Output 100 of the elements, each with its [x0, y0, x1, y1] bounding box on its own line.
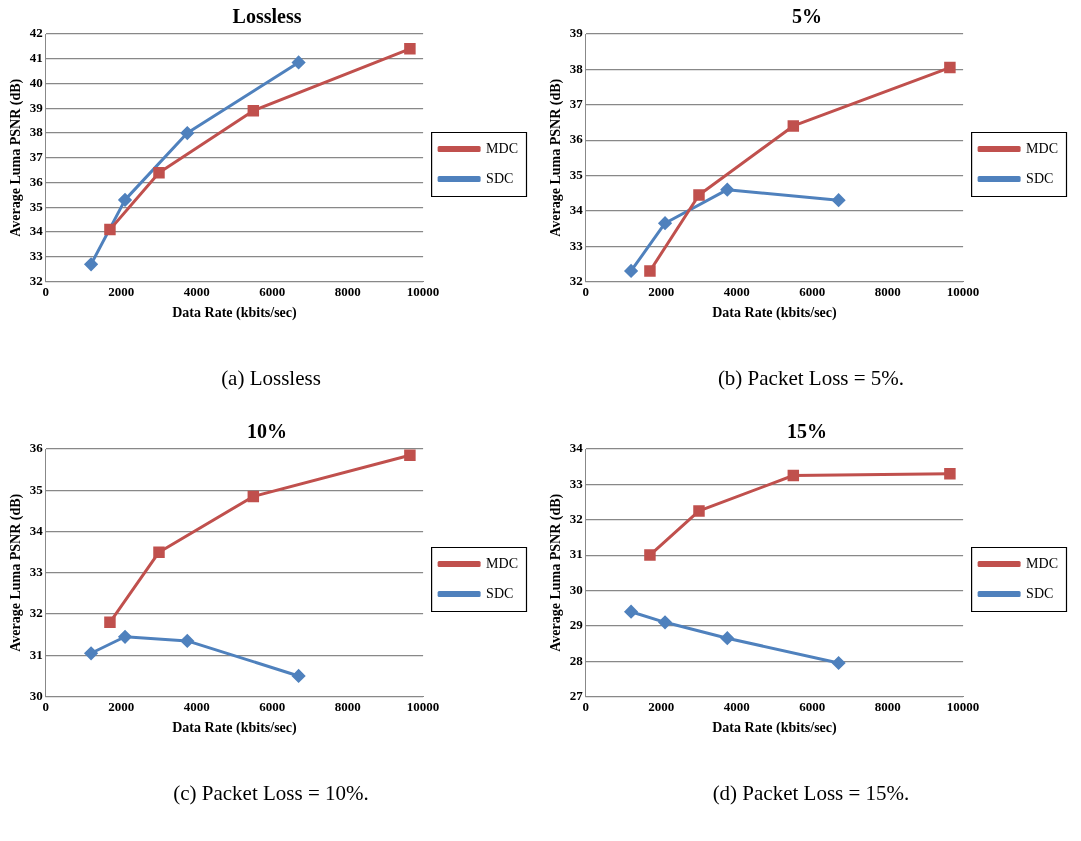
point: [944, 61, 956, 74]
point: [624, 605, 638, 619]
legend-label: SDC: [1026, 585, 1054, 601]
x-axis-title: Data Rate (kbits/sec): [712, 305, 837, 322]
x-tick-label: 2000: [108, 698, 135, 714]
point: [118, 193, 132, 207]
x-tick-label: 6000: [259, 698, 286, 714]
point: [787, 469, 800, 482]
y-tick-label: 29: [569, 617, 584, 633]
x-axis-title: Data Rate (kbits/sec): [172, 720, 297, 737]
point: [644, 265, 656, 277]
point: [944, 468, 956, 480]
y-axis-title: Average Luma PSNR (dB): [548, 493, 565, 652]
point: [658, 615, 672, 629]
chart-title: Lossless: [232, 5, 302, 28]
x-tick-label: 4000: [183, 283, 210, 299]
point: [180, 634, 194, 648]
x-tick-label: 10000: [406, 698, 440, 714]
y-tick-label: 37: [29, 149, 44, 165]
y-tick-label: 38: [29, 124, 44, 140]
y-tick-label: 35: [29, 198, 44, 214]
legend-label: MDC: [486, 140, 519, 156]
point: [720, 183, 734, 197]
y-tick-label: 30: [569, 581, 583, 597]
y-tick-label: 32: [29, 605, 43, 621]
y-tick-label: 33: [29, 564, 44, 580]
y-tick-label: 40: [29, 74, 43, 90]
y-tick-label: 36: [29, 440, 44, 456]
y-tick-label: 31: [29, 646, 43, 662]
y-tick-label: 32: [569, 511, 583, 527]
point: [247, 105, 260, 117]
y-tick-label: 30: [29, 687, 43, 703]
point: [292, 55, 306, 69]
y-tick-label: 42: [29, 25, 43, 41]
y-tick-label: 36: [569, 131, 584, 147]
point: [404, 43, 416, 55]
y-tick-label: 33: [569, 237, 584, 253]
y-tick-label: 34: [29, 522, 44, 538]
point: [292, 669, 306, 683]
y-tick-label: 41: [29, 50, 43, 66]
x-axis-title: Data Rate (kbits/sec): [172, 305, 297, 322]
legend-label: SDC: [1026, 170, 1054, 186]
legend-label: SDC: [486, 585, 514, 601]
x-tick-label: 0: [42, 698, 50, 714]
text: (d) Packet Loss = 15%.: [711, 781, 911, 806]
x-tick-label: 8000: [334, 698, 361, 714]
y-axis-title: Average Luma PSNR (dB): [8, 493, 25, 652]
legend-label: MDC: [1026, 555, 1059, 571]
point: [153, 166, 165, 179]
y-tick-label: 27: [569, 687, 584, 703]
point: [118, 630, 132, 644]
point: [832, 656, 846, 670]
x-tick-label: 8000: [334, 283, 361, 299]
legend-label: MDC: [486, 555, 519, 571]
text: (b) Packet Loss = 5%.: [716, 366, 906, 391]
point: [153, 546, 165, 558]
y-tick-label: 35: [569, 166, 584, 182]
y-tick-label: 33: [569, 475, 584, 491]
y-tick-label: 37: [569, 96, 584, 112]
y-axis-title: Average Luma PSNR (dB): [8, 78, 25, 237]
y-tick-label: 35: [29, 481, 44, 497]
point: [693, 189, 705, 201]
x-tick-label: 0: [42, 283, 50, 299]
point: [787, 120, 800, 132]
point: [84, 646, 98, 660]
y-tick-label: 31: [569, 546, 583, 562]
y-tick-label: 28: [569, 652, 584, 668]
point: [658, 216, 672, 230]
point: [247, 490, 260, 503]
y-axis-title: Average Luma PSNR (dB): [548, 78, 565, 237]
point: [180, 126, 194, 140]
x-tick-label: 8000: [874, 698, 901, 714]
y-tick-label: 34: [569, 202, 584, 218]
x-tick-label: 6000: [799, 283, 826, 299]
x-tick-label: 6000: [259, 283, 286, 299]
x-tick-label: 4000: [723, 283, 750, 299]
x-tick-label: 10000: [946, 698, 980, 714]
y-tick-label: 39: [569, 25, 584, 41]
chart-title: 5%: [792, 5, 822, 28]
chart-title: 15%: [787, 420, 827, 443]
x-tick-label: 4000: [723, 698, 750, 714]
y-tick-label: 32: [569, 272, 583, 288]
point: [693, 505, 705, 517]
point: [104, 223, 116, 236]
x-tick-label: 10000: [946, 283, 980, 299]
y-tick-label: 33: [29, 248, 44, 264]
x-tick-label: 0: [582, 698, 590, 714]
x-tick-label: 10000: [406, 283, 440, 299]
x-tick-label: 2000: [108, 283, 135, 299]
x-tick-label: 6000: [799, 698, 826, 714]
y-tick-label: 34: [569, 440, 584, 456]
x-tick-label: 8000: [874, 283, 901, 299]
y-tick-label: 36: [29, 173, 44, 189]
text: (a) Lossless: [220, 366, 322, 391]
x-tick-label: 2000: [648, 283, 675, 299]
legend-label: SDC: [486, 170, 514, 186]
x-axis-title: Data Rate (kbits/sec): [712, 720, 837, 737]
x-tick-label: 2000: [648, 698, 675, 714]
point: [832, 193, 846, 207]
text: (c) Packet Loss = 10%.: [172, 781, 370, 806]
